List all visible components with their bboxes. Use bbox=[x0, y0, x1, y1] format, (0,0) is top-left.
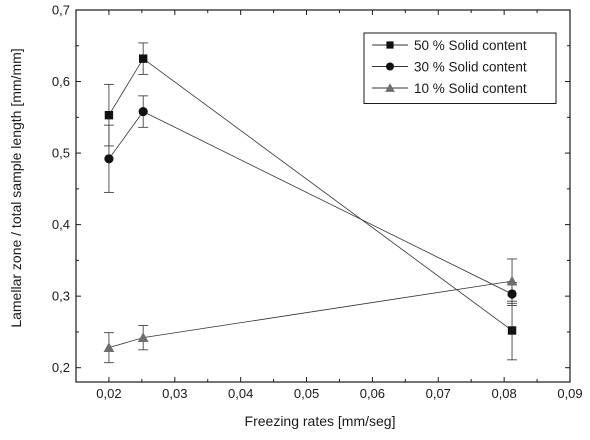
data-point bbox=[507, 326, 517, 335]
data-point bbox=[138, 106, 148, 117]
data-point bbox=[104, 110, 114, 120]
legend-marker bbox=[386, 62, 394, 71]
x-tick-label: 0,09 bbox=[557, 386, 582, 401]
legend-label: 30 % Solid content bbox=[414, 60, 527, 75]
x-tick-label: 0,07 bbox=[426, 386, 451, 401]
y-tick-label: 0,3 bbox=[52, 289, 70, 304]
x-axis-title: Freezing rates [mm/seg] bbox=[245, 413, 396, 429]
y-tick-label: 0,4 bbox=[52, 217, 70, 232]
axes: 0,02 0,03 0,04 0,05 0,06 0,07 0,08 0,09 0,2 0,3 0,… bbox=[52, 3, 583, 402]
data-point bbox=[138, 54, 148, 63]
series-line bbox=[108, 111, 513, 295]
y-tick-label: 0,6 bbox=[52, 74, 70, 89]
data-point bbox=[506, 275, 518, 286]
legend-marker bbox=[385, 83, 395, 92]
legend: 50 % Solid content 30 % Solid content 10 %… bbox=[363, 32, 557, 104]
data-point bbox=[104, 154, 114, 164]
y-tick-label: 0,7 bbox=[52, 3, 70, 18]
y-tick-label: 0,2 bbox=[52, 360, 70, 375]
x-tick-label: 0,08 bbox=[491, 386, 516, 401]
y-axis-title: Lamellar zone / total sample length [mm/… bbox=[8, 48, 24, 327]
series-line bbox=[108, 280, 513, 349]
data-markers bbox=[103, 54, 518, 352]
y-tick-label: 0,5 bbox=[52, 146, 70, 161]
x-tick-label: 0,03 bbox=[162, 386, 187, 401]
x-tick-label: 0,02 bbox=[96, 386, 121, 401]
x-tick-label: 0,06 bbox=[360, 386, 385, 401]
plot-frame bbox=[75, 9, 571, 383]
legend-marker bbox=[386, 41, 394, 49]
x-tick-label: 0,05 bbox=[294, 386, 319, 401]
data-point bbox=[103, 342, 115, 352]
legend-label: 10 % Solid content bbox=[414, 81, 527, 96]
legend-label: 50 % Solid content bbox=[414, 38, 527, 53]
x-tick-label: 0,04 bbox=[228, 386, 253, 401]
data-point bbox=[507, 289, 517, 299]
data-point bbox=[137, 332, 149, 342]
